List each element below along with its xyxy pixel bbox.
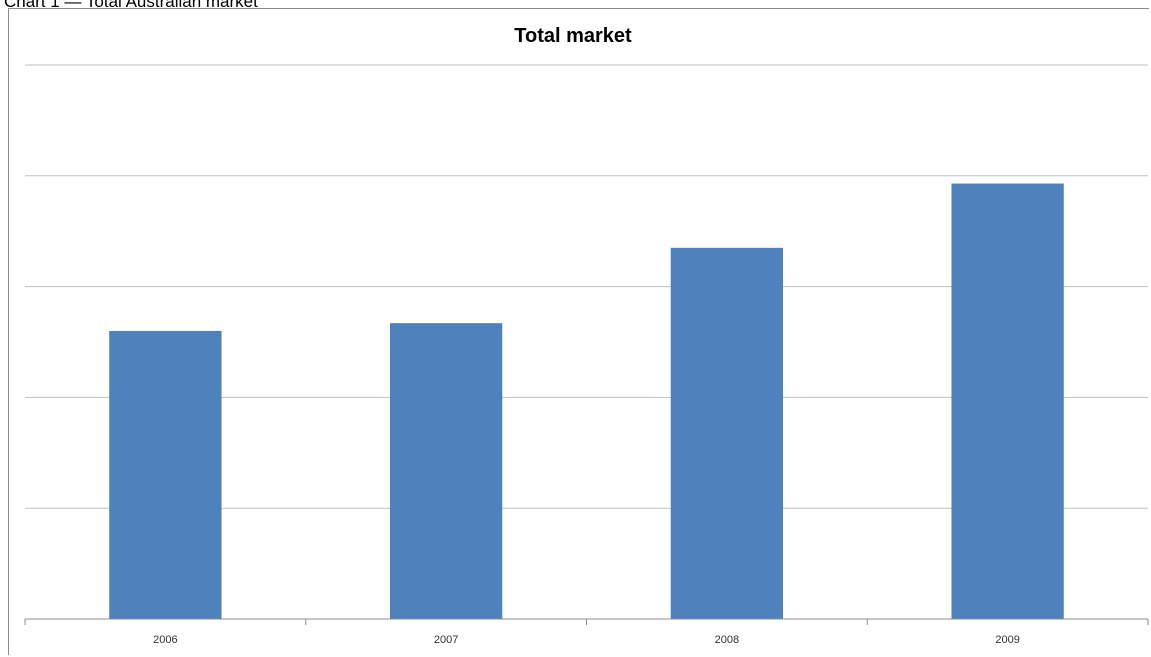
bar-2008 — [670, 247, 784, 619]
bar-2007 — [389, 323, 503, 619]
x-tick-label-2006: 2006 — [153, 634, 177, 646]
chart-frame — [8, 8, 1149, 655]
bar-2009 — [951, 183, 1064, 619]
bars — [109, 183, 1064, 619]
chart-title: Total market — [514, 25, 632, 47]
x-tick-label-2007: 2007 — [434, 634, 458, 646]
x-tick-label-2008: 2008 — [715, 634, 739, 646]
bar-2006 — [109, 330, 222, 619]
x-axis: 2006 2007 2008 2009 — [24, 618, 1149, 646]
x-tick-label-2009: 2009 — [995, 634, 1019, 646]
chart-caption: Chart 1 — Total Australian market — [4, 0, 258, 11]
